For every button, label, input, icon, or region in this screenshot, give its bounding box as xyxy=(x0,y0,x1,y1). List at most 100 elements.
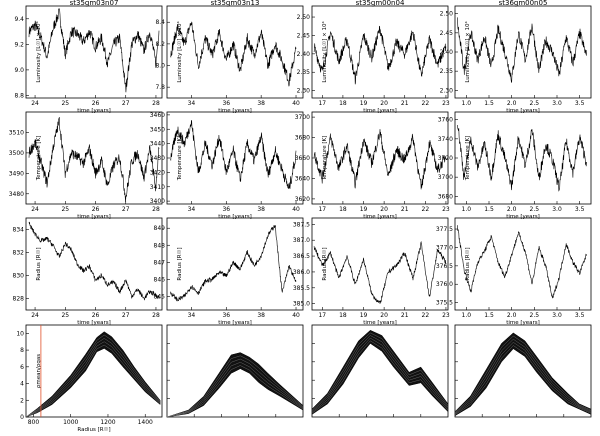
x-tick-label: 17 xyxy=(318,206,326,213)
y-tick-label: 8.2 xyxy=(155,41,165,48)
x-tick-label: 1000 xyxy=(63,419,78,426)
x-axis-label: time [years] xyxy=(218,320,252,326)
profile-curve xyxy=(26,341,161,417)
y-tick-label: 3480 xyxy=(9,191,24,198)
y-tick-label: 2.50 xyxy=(297,14,311,21)
y-tick-label: 2.35 xyxy=(440,68,454,75)
panel-r2-c0: 24 25 26 27 28 828 830 832 834 time [years] Radius… xyxy=(13,217,163,326)
series-line xyxy=(170,21,297,87)
y-tick-label: 9.2 xyxy=(14,41,24,48)
y-tick-label: 386.0 xyxy=(293,269,310,276)
y-tick-label: 4 xyxy=(20,381,24,388)
panel-r1-c2: 17 18 19 20 21 22 23 3620 3640 3660 3680 3700 time [… xyxy=(295,111,450,220)
y-tick-label: 3460 xyxy=(150,112,165,119)
series-line xyxy=(313,25,447,85)
y-tick-label: 3490 xyxy=(9,170,24,177)
axes-frame xyxy=(25,5,163,99)
x-tick-label: 2.5 xyxy=(530,312,540,319)
profile-curve xyxy=(167,365,303,417)
y-tick-label: 3680 xyxy=(295,135,310,142)
y-tick-label: 3500 xyxy=(9,150,24,157)
x-tick-label: 3.0 xyxy=(552,312,562,319)
x-tick-label: 1200 xyxy=(100,419,115,426)
x-tick-label: 38 xyxy=(257,100,265,107)
y-tick-label: 2.30 xyxy=(297,88,311,95)
x-tick-label: 18 xyxy=(339,312,347,319)
y-tick-label: 3700 xyxy=(438,174,453,181)
y-tick-label: 3430 xyxy=(150,155,165,162)
profile-curve xyxy=(455,335,591,413)
profile-curve xyxy=(26,334,161,417)
x-tick-label: 28 xyxy=(152,206,160,213)
y-tick-label: 8.4 xyxy=(155,19,165,26)
y-tick-label: 2.40 xyxy=(440,49,454,56)
y-tick-label: 846 xyxy=(154,276,166,283)
y-tick-label: 375.5 xyxy=(436,300,453,307)
x-axis-label: time [years] xyxy=(77,108,111,114)
x-tick-label: 17 xyxy=(318,100,326,107)
x-tick-label: 25 xyxy=(61,206,69,213)
profile-curve xyxy=(455,341,591,415)
axes-frame xyxy=(166,324,304,418)
y-tick-label: 3510 xyxy=(9,129,24,136)
x-axis-label: time [years] xyxy=(363,108,397,114)
series-line xyxy=(170,120,297,189)
x-axis-label: time [years] xyxy=(506,214,540,220)
x-tick-label: 800 xyxy=(28,419,40,426)
x-tick-label: 23 xyxy=(442,206,450,213)
x-tick-label: 34 xyxy=(188,312,196,319)
x-tick-label: 21 xyxy=(401,312,409,319)
x-tick-label: 28 xyxy=(152,312,160,319)
profile-curve xyxy=(312,340,448,414)
profile-curve xyxy=(455,345,591,416)
axes-frame xyxy=(454,324,592,418)
x-tick-label: 22 xyxy=(422,312,430,319)
x-axis-label: time [years] xyxy=(77,214,111,220)
y-tick-label: 3450 xyxy=(150,126,165,133)
panel-r2-c3: 1.0 1.5 2.0 2.5 3.0 3.5 375.5 376.0 376.5 377.0 37… xyxy=(436,217,592,326)
y-tick-label: 2 xyxy=(20,397,24,404)
y-tick-label: 377.0 xyxy=(436,244,453,251)
x-tick-label: 1.0 xyxy=(462,312,472,319)
panel-r1-c1: 34 36 38 40 3400 3410 3420 3430 3440 3450 3460 time… xyxy=(150,111,304,220)
profile-curve xyxy=(167,355,303,417)
y-tick-label: 385.5 xyxy=(293,285,310,292)
x-tick-label: 25 xyxy=(61,100,69,107)
y-tick-label: 2.45 xyxy=(440,30,454,37)
series-line xyxy=(457,124,587,192)
y-tick-label: 7.8 xyxy=(155,84,165,91)
x-tick-label: 1.0 xyxy=(462,206,472,213)
series-line xyxy=(313,240,447,304)
x-axis-label: Radius [R☉] xyxy=(77,427,110,433)
x-tick-label: 27 xyxy=(122,100,130,107)
density-band xyxy=(26,331,161,417)
axes-frame xyxy=(311,5,449,99)
x-tick-label: 40 xyxy=(292,100,300,107)
y-axis-label: Luminosity [L☉] × 10⁴ xyxy=(321,21,328,83)
y-tick-label: 3640 xyxy=(295,175,310,182)
y-tick-label: 385.0 xyxy=(293,301,310,308)
y-tick-label: 3420 xyxy=(150,169,165,176)
y-tick-label: 3400 xyxy=(150,198,165,205)
y-tick-label: 377.5 xyxy=(436,226,453,233)
x-tick-label: 2.5 xyxy=(530,100,540,107)
x-tick-label: 24 xyxy=(31,206,39,213)
x-tick-label: 2.0 xyxy=(507,312,517,319)
x-axis-label: time [years] xyxy=(218,108,252,114)
y-tick-label: 2.35 xyxy=(297,69,311,76)
profile-curve xyxy=(455,338,591,414)
x-tick-label: 2.5 xyxy=(530,206,540,213)
series-line xyxy=(313,129,447,190)
x-tick-label: 27 xyxy=(122,312,130,319)
y-tick-label: 847 xyxy=(154,259,166,266)
panel-r0-c2: st35gm00n04 17 18 19 20 21 22 23 2.30 2.35 2.40 2.4… xyxy=(297,0,450,114)
profile-curve xyxy=(312,335,448,412)
y-tick-label: 828 xyxy=(13,296,25,303)
x-tick-label: 3.0 xyxy=(552,100,562,107)
density-band xyxy=(167,352,303,417)
y-axis-label: ρmean/ρgas xyxy=(36,354,42,388)
y-tick-label: 3740 xyxy=(438,136,453,143)
profile-curve xyxy=(167,358,303,417)
x-tick-label: 34 xyxy=(188,100,196,107)
